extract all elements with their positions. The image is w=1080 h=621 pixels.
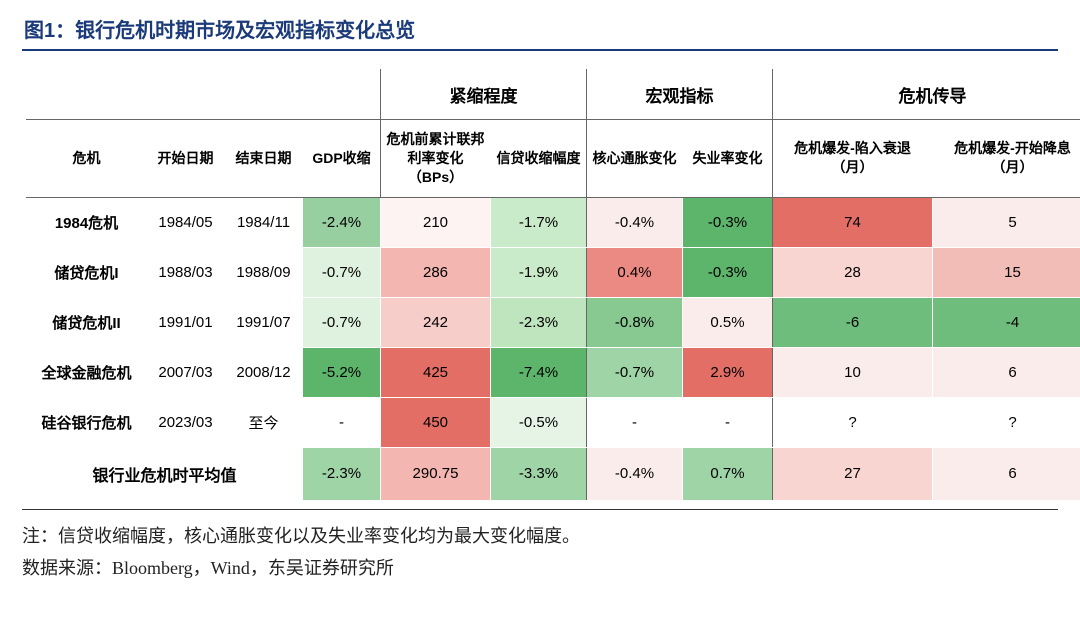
group-header: 宏观指标 [587, 70, 773, 120]
data-cell: -5.2% [303, 347, 381, 397]
data-cell: 6 [933, 447, 1080, 500]
date-cell: 2023/03 [147, 397, 225, 447]
figure-title: 图1：银行危机时期市场及宏观指标变化总览 [22, 8, 1058, 51]
data-cell: -0.4% [587, 447, 683, 500]
data-cell: -3.3% [491, 447, 587, 500]
table-row: 硅谷银行危机2023/03至今-450-0.5%--?? [27, 397, 1080, 447]
date-cell: 1984/05 [147, 197, 225, 247]
table-row: 储贷危机II1991/011991/07-0.7%242-2.3%-0.8%0.… [27, 297, 1080, 347]
data-cell: 242 [381, 297, 491, 347]
column-header: 危机爆发-陷入衰退（月） [773, 120, 933, 198]
date-cell: 1984/11 [225, 197, 303, 247]
data-cell: -7.4% [491, 347, 587, 397]
data-cell: - [303, 397, 381, 447]
data-cell: -2.3% [491, 297, 587, 347]
table-row: 储贷危机I1988/031988/09-0.7%286-1.9%0.4%-0.3… [27, 247, 1080, 297]
column-header: GDP收缩 [303, 120, 381, 198]
crisis-name: 储贷危机II [27, 297, 147, 347]
data-cell: -0.7% [303, 247, 381, 297]
data-cell: -4 [933, 297, 1080, 347]
crisis-name: 1984危机 [27, 197, 147, 247]
data-cell: 2.9% [683, 347, 773, 397]
data-cell: -2.4% [303, 197, 381, 247]
data-cell: 74 [773, 197, 933, 247]
date-cell: 1991/01 [147, 297, 225, 347]
date-cell: 至今 [225, 397, 303, 447]
table-row: 1984危机1984/051984/11-2.4%210-1.7%-0.4%-0… [27, 197, 1080, 247]
data-cell: -0.7% [587, 347, 683, 397]
column-header: 结束日期 [225, 120, 303, 198]
data-cell: 10 [773, 347, 933, 397]
data-cell: - [683, 397, 773, 447]
figure-footer: 注：信贷收缩幅度，核心通胀变化以及失业率变化均为最大变化幅度。 数据来源：Blo… [22, 509, 1058, 585]
data-cell: -1.9% [491, 247, 587, 297]
data-cell: -2.3% [303, 447, 381, 500]
date-cell: 1988/03 [147, 247, 225, 297]
column-header: 信贷收缩幅度 [491, 120, 587, 198]
data-cell: 286 [381, 247, 491, 297]
group-header: 紧缩程度 [381, 70, 587, 120]
data-cell: 27 [773, 447, 933, 500]
column-header: 危机前累计联邦利率变化（BPs） [381, 120, 491, 198]
column-header: 核心通胀变化 [587, 120, 683, 198]
blank-header [27, 70, 381, 120]
data-cell: -0.3% [683, 247, 773, 297]
data-cell: 0.4% [587, 247, 683, 297]
column-header: 危机爆发-开始降息（月） [933, 120, 1080, 198]
table-row: 全球金融危机2007/032008/12-5.2%425-7.4%-0.7%2.… [27, 347, 1080, 397]
crisis-name: 硅谷银行危机 [27, 397, 147, 447]
data-cell: 290.75 [381, 447, 491, 500]
data-cell: 28 [773, 247, 933, 297]
data-cell: 0.5% [683, 297, 773, 347]
data-cell: -0.4% [587, 197, 683, 247]
data-cell: -6 [773, 297, 933, 347]
column-header: 开始日期 [147, 120, 225, 198]
data-cell: 6 [933, 347, 1080, 397]
data-cell: -0.8% [587, 297, 683, 347]
average-row: 银行业危机时平均值-2.3%290.75-3.3%-0.4%0.7%276 [27, 447, 1080, 500]
data-cell: 425 [381, 347, 491, 397]
data-cell: 15 [933, 247, 1080, 297]
data-cell: 210 [381, 197, 491, 247]
crisis-name: 全球金融危机 [27, 347, 147, 397]
date-cell: 1988/09 [225, 247, 303, 297]
data-cell: 450 [381, 397, 491, 447]
group-header: 危机传导 [773, 70, 1080, 120]
date-cell: 1991/07 [225, 297, 303, 347]
data-cell: - [587, 397, 683, 447]
data-cell: 0.7% [683, 447, 773, 500]
data-cell: ? [933, 397, 1080, 447]
figure-container: 图1：银行危机时期市场及宏观指标变化总览 紧缩程度宏观指标危机传导危机开始日期结… [0, 0, 1080, 604]
column-header: 危机 [27, 120, 147, 198]
footer-source: 数据来源：Bloomberg，Wind，东吴证券研究所 [22, 552, 1058, 584]
data-cell: -0.7% [303, 297, 381, 347]
crisis-name: 储贷危机I [27, 247, 147, 297]
footer-note: 注：信贷收缩幅度，核心通胀变化以及失业率变化均为最大变化幅度。 [22, 520, 1058, 552]
data-cell: ? [773, 397, 933, 447]
data-cell: -1.7% [491, 197, 587, 247]
data-cell: -0.5% [491, 397, 587, 447]
average-label: 银行业危机时平均值 [27, 447, 303, 500]
date-cell: 2008/12 [225, 347, 303, 397]
data-cell: -0.3% [683, 197, 773, 247]
data-table: 紧缩程度宏观指标危机传导危机开始日期结束日期GDP收缩危机前累计联邦利率变化（B… [26, 69, 1080, 501]
table-wrapper: 紧缩程度宏观指标危机传导危机开始日期结束日期GDP收缩危机前累计联邦利率变化（B… [22, 51, 1058, 509]
column-header: 失业率变化 [683, 120, 773, 198]
date-cell: 2007/03 [147, 347, 225, 397]
data-cell: 5 [933, 197, 1080, 247]
